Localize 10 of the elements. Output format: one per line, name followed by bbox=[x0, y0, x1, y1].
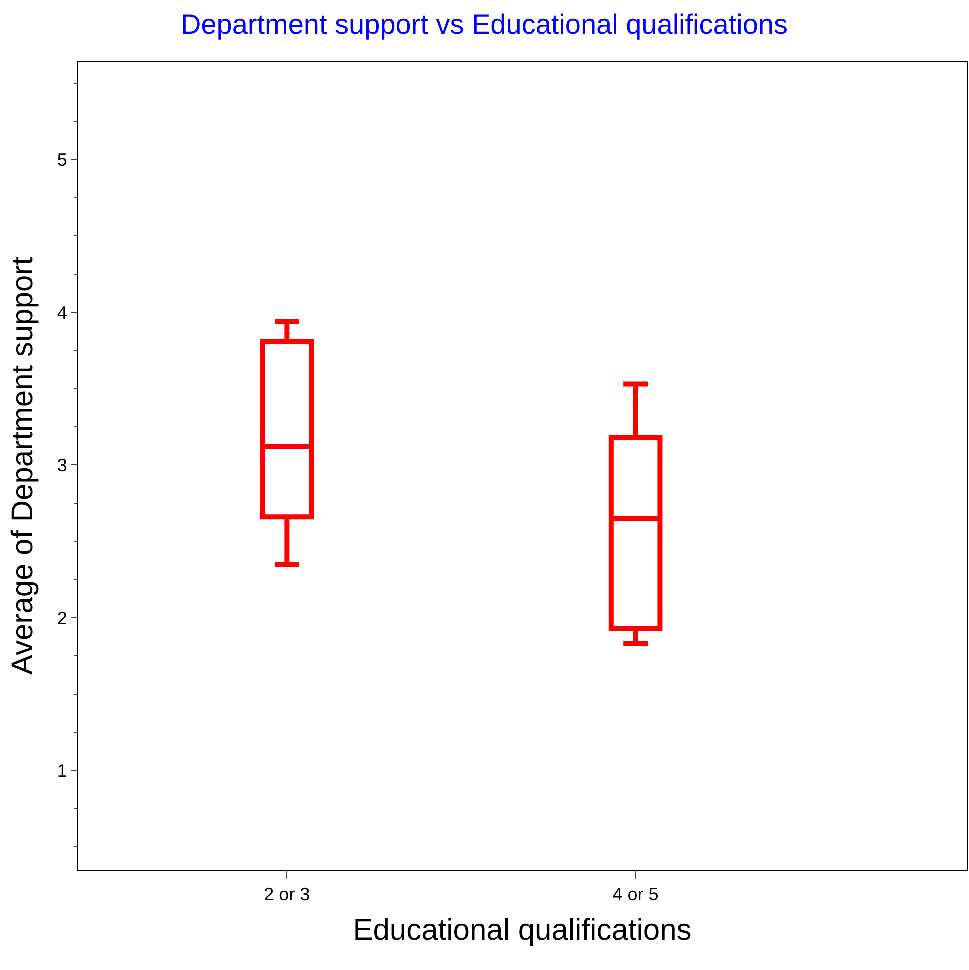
y-tick-label: 1 bbox=[57, 761, 68, 782]
chart-title: Department support vs Educational qualifications bbox=[180, 9, 788, 40]
y-tick-label: 3 bbox=[57, 456, 68, 476]
y-tick-label: 4 bbox=[57, 302, 68, 323]
y-tick-label: 5 bbox=[57, 150, 68, 170]
x-tick-label: 4 or 5 bbox=[612, 884, 659, 905]
x-axis-title: Educational qualifications bbox=[353, 914, 692, 948]
y-tick-label: 2 bbox=[57, 608, 68, 628]
y-axis-title: Average of Department support bbox=[6, 256, 40, 676]
x-tick-label: 2 or 3 bbox=[264, 884, 310, 905]
